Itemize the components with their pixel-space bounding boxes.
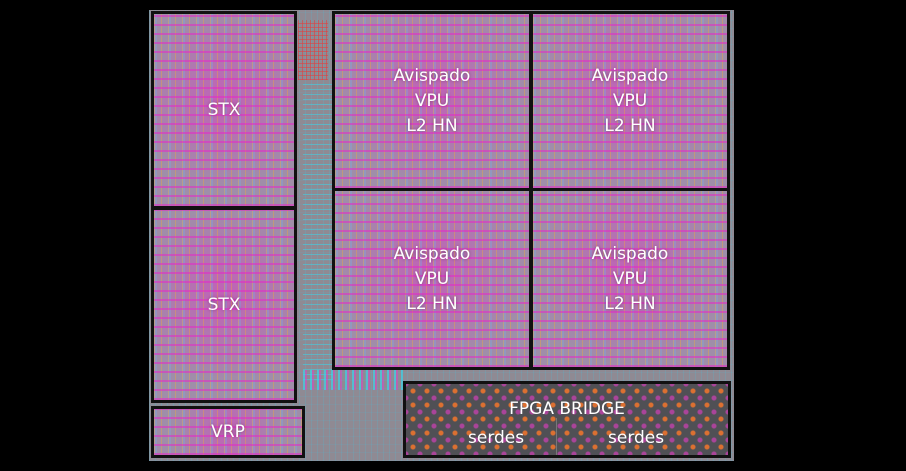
stx-block-bottom: STX [151, 207, 297, 403]
vpu-top-left-line3: L2 HN [406, 115, 458, 136]
stx-block-top: STX [151, 11, 297, 209]
vpu-block-top-left: Avispado VPU L2 HN [332, 11, 532, 191]
vpu-bottom-right-line3: L2 HN [604, 293, 656, 314]
fpga-bridge-title: FPGA BRIDGE [509, 399, 625, 419]
vpu-top-left-line2: VPU [414, 90, 450, 111]
stx-top-label: STX [207, 99, 241, 120]
grid-strip [298, 20, 328, 80]
vpu-block-bottom-left: Avispado VPU L2 HN [332, 188, 532, 370]
vpu-bottom-left-line2: VPU [414, 268, 450, 289]
serdes-left-label: serdes [468, 428, 525, 448]
vpu-top-right-line3: L2 HN [604, 115, 656, 136]
vpu-block-bottom-right: Avispado VPU L2 HN [530, 188, 730, 370]
vpu-bottom-right-line2: VPU [612, 268, 648, 289]
vpu-block-top-right: Avispado VPU L2 HN [530, 11, 730, 191]
vpu-bottom-left-line3: L2 HN [406, 293, 458, 314]
vpu-top-left-line1: Avispado [393, 65, 471, 86]
vpu-top-right-line1: Avispado [591, 65, 669, 86]
serdes-right-label: serdes [608, 428, 665, 448]
vpu-bottom-left-line1: Avispado [393, 243, 471, 264]
bridge-divider [556, 418, 557, 455]
vpu-top-right-line2: VPU [612, 90, 648, 111]
vrp-label: VRP [211, 421, 245, 442]
fpga-bridge-block: FPGA BRIDGE serdes serdes [403, 381, 731, 458]
vpu-bottom-right-line1: Avispado [591, 243, 669, 264]
stx-bottom-label: STX [207, 294, 241, 315]
routing-channel-horizontal [303, 370, 403, 390]
vrp-block: VRP [151, 406, 305, 458]
routing-channel-vertical [303, 80, 333, 380]
